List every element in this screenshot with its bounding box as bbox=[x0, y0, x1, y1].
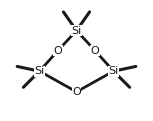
Text: O: O bbox=[72, 87, 81, 97]
Text: Si: Si bbox=[108, 66, 119, 76]
Text: Si: Si bbox=[71, 26, 82, 36]
Text: Si: Si bbox=[34, 66, 45, 76]
Text: O: O bbox=[54, 45, 62, 56]
Text: O: O bbox=[91, 45, 99, 56]
